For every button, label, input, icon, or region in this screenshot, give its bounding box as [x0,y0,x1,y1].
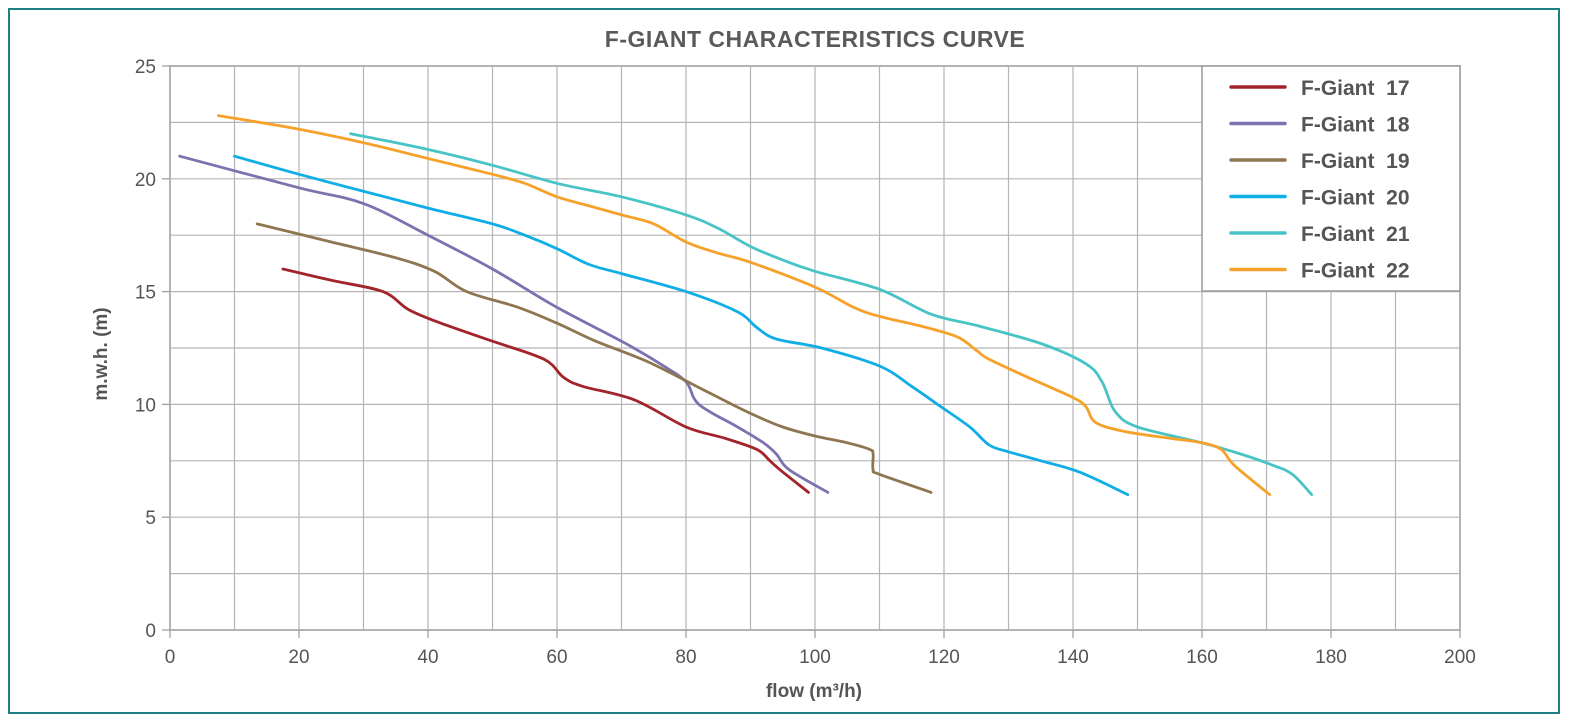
y-axis-label: m.w.h. (m) [91,307,112,400]
x-tick-label: 0 [165,647,176,668]
legend-label: F-Giant 18 [1301,114,1410,137]
x-axis-label: flow (m³/h) [766,681,862,702]
y-tick-label: 10 [135,395,156,416]
x-tick-label: 20 [288,647,309,668]
legend: F-Giant 17 F-Giant 18 F-Giant 19 F-Giant 20… [1201,65,1461,292]
x-tick-label: 120 [928,647,960,668]
y-tick-label: 5 [145,508,156,529]
chart-title: F-GIANT CHARACTERISTICS CURVE [604,26,1026,52]
series-line-6 [217,114,1272,496]
series-line-3 [255,222,933,494]
y-tick-label: 0 [145,621,156,642]
x-tick-label: 160 [1186,647,1218,668]
tick-labels: 0 20 40 60 80 100 120 140 160 180 200 0 5 10 15 20 25 [135,57,1476,668]
x-tick-label: 200 [1444,647,1476,668]
y-tick-label: 20 [135,170,156,191]
legend-label: F-Giant 19 [1301,150,1410,173]
y-tick-label: 25 [135,57,156,78]
x-tick-label: 40 [417,647,438,668]
series-line-4 [233,154,1130,496]
legend-label: F-Giant 17 [1301,77,1410,100]
series-lines [178,114,1314,496]
x-tick-label: 180 [1315,647,1347,668]
legend-label: F-Giant 22 [1301,260,1410,283]
series-line-2 [178,154,830,494]
x-tick-label: 140 [1057,647,1089,668]
y-tick-label: 15 [135,283,156,304]
x-tick-label: 100 [799,647,831,668]
series-line-1 [281,267,810,494]
legend-label: F-Giant 20 [1301,187,1410,210]
legend-box [1201,65,1461,292]
legend-label: F-Giant 21 [1301,223,1410,246]
x-tick-label: 80 [675,647,696,668]
x-tick-label: 60 [546,647,567,668]
